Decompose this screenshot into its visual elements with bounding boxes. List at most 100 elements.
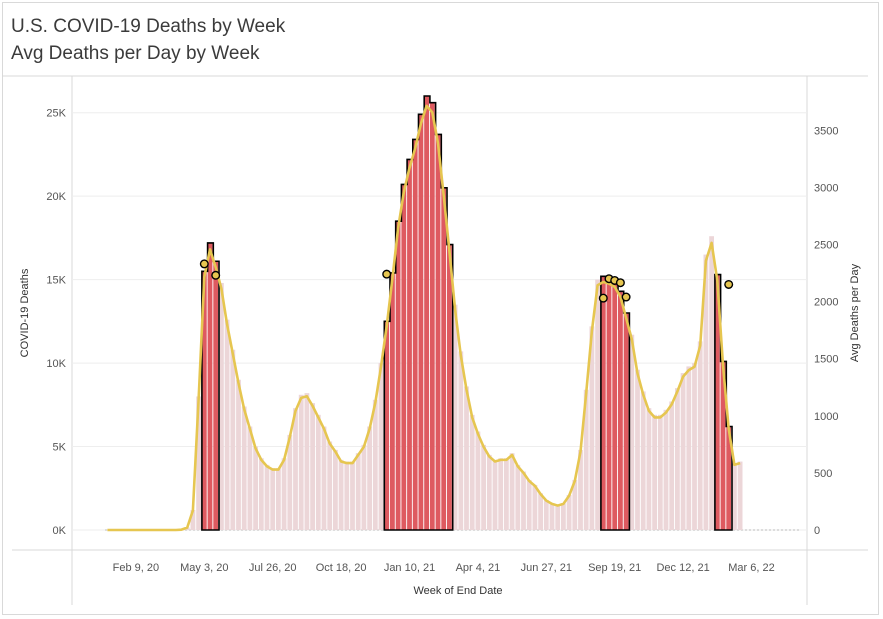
week-bar — [327, 441, 333, 530]
week-bar — [230, 349, 236, 530]
week-bar — [578, 449, 583, 530]
week-bar — [429, 102, 435, 530]
x-tick-label: Dec 12, 21 — [656, 562, 709, 574]
x-tick-label: Apr 4, 21 — [456, 562, 501, 574]
x-tick-label: May 3, 20 — [180, 562, 228, 574]
week-bar — [726, 426, 732, 530]
week-bar — [646, 408, 652, 530]
avg-marker-point — [382, 269, 392, 279]
week-bar — [333, 449, 338, 530]
week-bar — [201, 271, 207, 530]
week-bar — [241, 406, 247, 530]
week-bar — [270, 468, 276, 530]
week-bar — [264, 464, 270, 530]
week-bar — [372, 399, 378, 530]
week-bar — [219, 282, 224, 530]
week-bar — [566, 494, 572, 530]
week-bar — [190, 509, 196, 530]
week-bar — [293, 408, 298, 530]
week-bar — [435, 134, 441, 530]
bars-layer — [179, 96, 743, 531]
x-tick-label: Jan 10, 21 — [384, 562, 435, 574]
week-bar — [276, 468, 281, 530]
week-bar — [350, 461, 355, 530]
avg-line-layer — [107, 104, 741, 532]
y-tick-label: 0K — [53, 525, 67, 537]
y-axis-label: COVID-19 Deaths — [19, 268, 31, 357]
week-bar — [657, 414, 663, 530]
y-tick-label: 5K — [53, 442, 67, 454]
week-bar — [714, 274, 720, 530]
highlight-outline — [201, 242, 220, 531]
y2-tick-label: 500 — [814, 468, 832, 480]
x-tick-label: Jun 27, 21 — [521, 562, 572, 574]
avg-marker-point — [724, 279, 734, 289]
avg-marker-point — [615, 278, 625, 288]
week-bar — [441, 187, 447, 531]
week-bar — [669, 401, 675, 530]
y2-tick-label: 2000 — [814, 297, 838, 309]
week-bar — [498, 458, 504, 530]
week-bar — [623, 313, 629, 530]
week-bar — [692, 363, 697, 530]
week-bar — [344, 461, 350, 530]
week-bar — [703, 254, 709, 531]
week-bar — [384, 321, 390, 530]
week-bar — [378, 363, 384, 530]
week-bar — [635, 369, 640, 530]
avg-deaths-line — [107, 104, 741, 532]
y-tick-label: 10K — [46, 358, 66, 370]
x-tick-label: Feb 9, 20 — [113, 562, 159, 574]
avg-marker-point — [211, 270, 221, 280]
week-bar — [321, 426, 327, 530]
week-bar — [686, 366, 692, 530]
week-bar — [367, 426, 372, 530]
x-axis-label: Week of End Date — [413, 585, 502, 597]
week-bar — [458, 351, 464, 530]
y2-axis-label: Avg Deaths per Day — [849, 263, 861, 362]
y-tick-label: 25K — [46, 108, 66, 120]
x-tick-label: Mar 6, 22 — [728, 562, 774, 574]
x-axis-ticks: Feb 9, 20 May 3, 20 Jul 26, 20 Oct 18, 20 Ja… — [113, 562, 775, 574]
week-bar — [538, 493, 543, 530]
week-bar — [509, 453, 515, 530]
x-tick-label: Jul 26, 20 — [249, 562, 297, 574]
week-bar — [618, 291, 623, 530]
y2-tick-label: 2500 — [814, 239, 838, 251]
y2-tick-label: 3500 — [814, 125, 838, 137]
y-tick-label: 20K — [46, 191, 66, 203]
week-bar — [680, 373, 686, 530]
y2-tick-label: 1000 — [814, 411, 838, 423]
week-bar — [543, 499, 549, 530]
week-bar — [475, 431, 481, 530]
week-bar — [395, 221, 401, 530]
y-axis-ticks: 0K 5K 10K 15K 20K 25K — [46, 108, 66, 537]
week-bar — [521, 471, 526, 530]
week-bar — [447, 244, 452, 531]
week-bar — [504, 458, 509, 530]
week-bar — [253, 446, 258, 530]
week-bar — [572, 479, 578, 530]
week-bar — [407, 159, 412, 530]
week-bar — [629, 334, 635, 530]
markers-layer — [199, 259, 734, 303]
x-tick-label: Oct 18, 20 — [316, 562, 367, 574]
avg-marker-point — [199, 259, 209, 269]
week-bar — [401, 184, 407, 530]
week-bar — [281, 458, 287, 530]
week-bar — [549, 503, 555, 530]
week-bar — [224, 319, 230, 530]
week-bar — [213, 261, 219, 530]
week-bar — [492, 459, 498, 530]
week-bar — [595, 279, 600, 530]
week-bar — [418, 114, 424, 530]
week-bar — [315, 414, 321, 530]
week-bar — [486, 454, 492, 530]
week-bar — [258, 458, 264, 530]
week-bar — [561, 503, 566, 530]
week-bar — [640, 391, 646, 530]
week-bar — [287, 434, 293, 530]
week-bar — [412, 139, 418, 530]
week-bar — [310, 403, 315, 530]
y2-axis-ticks: 0 500 1000 1500 2000 2500 3000 3500 — [814, 125, 838, 537]
